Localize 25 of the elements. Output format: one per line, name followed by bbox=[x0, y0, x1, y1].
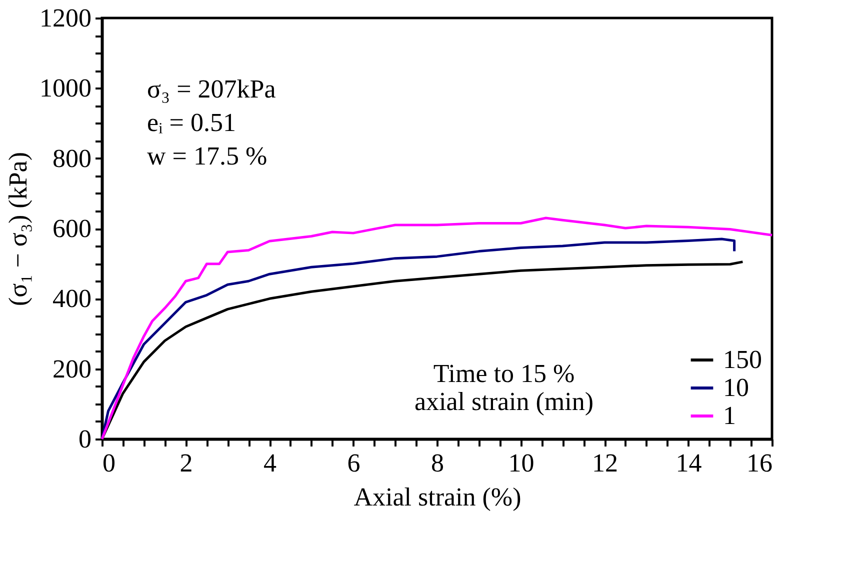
annotation: w = 17.5 % bbox=[147, 141, 268, 170]
y-tick-label: 600 bbox=[52, 214, 92, 243]
x-tick-label: 0 bbox=[102, 448, 116, 478]
legend-title: Time to 15 % axial strain (min) bbox=[414, 359, 594, 416]
x-tick-label: 14 bbox=[676, 448, 702, 478]
x-tick-label: 6 bbox=[347, 448, 360, 478]
annotation: eᵢ = 0.51 bbox=[147, 108, 236, 137]
x-tick-label: 10 bbox=[508, 448, 534, 478]
x-tick-label: 4 bbox=[264, 448, 276, 478]
y-tick-label: 200 bbox=[52, 354, 92, 384]
legend-label: 10 bbox=[723, 373, 749, 402]
x-tick-label: 8 bbox=[431, 448, 444, 478]
x-tick-label: 2 bbox=[180, 448, 193, 478]
y-tick-label: 1200 bbox=[40, 4, 92, 32]
legend-label: 150 bbox=[723, 345, 762, 374]
legend-label: 1 bbox=[723, 401, 736, 430]
x-tick-label: 16 bbox=[746, 448, 772, 478]
x-axis-title: Axial strain (%) bbox=[354, 482, 522, 512]
y-tick-label: 800 bbox=[52, 144, 92, 173]
y-tick-label: 1000 bbox=[40, 74, 92, 103]
annotation: σ₃ = 207kPa bbox=[147, 74, 276, 104]
y-tick-label: 0 bbox=[78, 424, 92, 454]
y-tick-label: 400 bbox=[52, 284, 92, 314]
x-tick-label: 12 bbox=[592, 448, 618, 478]
y-axis-title: (σ₁ − σ₃) (kPa) bbox=[4, 152, 32, 306]
